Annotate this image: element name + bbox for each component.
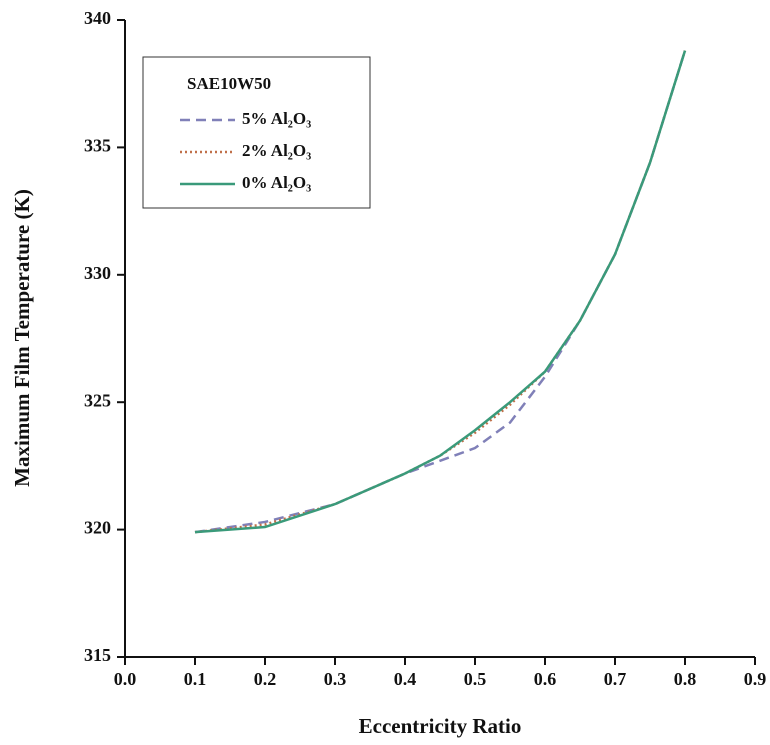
y-tick-label: 330: [84, 263, 111, 283]
y-tick-label: 325: [84, 390, 111, 410]
y-axis-label: Maximum Film Temperature (K): [10, 189, 34, 487]
legend-label: 5% Al₂O₃: [242, 109, 311, 128]
y-tick-label: 320: [84, 518, 111, 538]
y-tick-label: 335: [84, 136, 111, 156]
x-tick-label: 0.5: [464, 669, 487, 689]
y-tick-label: 315: [84, 645, 111, 665]
x-tick-label: 0.2: [254, 669, 277, 689]
legend-label: 2% Al₂O₃: [242, 141, 311, 160]
legend-box: [142, 56, 371, 209]
x-tick-label: 0.7: [604, 669, 627, 689]
x-tick-label: 0.6: [534, 669, 557, 689]
x-axis-label: Eccentricity Ratio: [359, 714, 522, 738]
y-tick-label: 340: [84, 8, 111, 28]
legend-title: SAE10W50: [187, 74, 271, 93]
x-tick-label: 0.0: [114, 669, 137, 689]
x-tick-label: 0.9: [744, 669, 767, 689]
x-tick-label: 0.3: [324, 669, 347, 689]
series-line: [194, 50, 687, 534]
x-tick-label: 0.1: [184, 669, 207, 689]
x-tick-label: 0.8: [674, 669, 697, 689]
legend-label: 0% Al₂O₃: [242, 173, 311, 192]
x-tick-label: 0.4: [394, 669, 417, 689]
